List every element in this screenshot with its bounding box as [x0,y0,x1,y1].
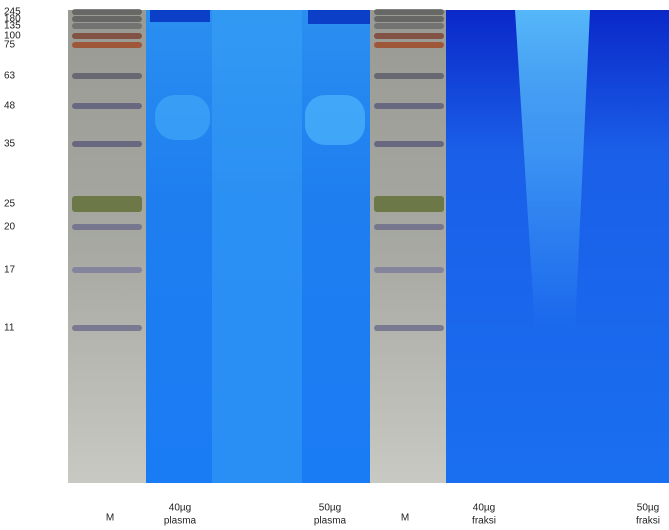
marker-band [72,325,142,331]
lane-label: M [106,513,114,524]
well-band [308,10,370,24]
marker-band [374,42,444,48]
marker-label: 20 [4,222,16,233]
marker-band [72,23,142,29]
marker-band [72,33,142,39]
marker-band [374,33,444,39]
lane-gap [212,10,302,483]
marker-label: 245 [4,7,21,18]
marker-label: 180 [4,14,21,25]
marker-lane [68,10,146,483]
lane-label: M [401,513,409,524]
smear [305,95,365,145]
marker-band [72,103,142,109]
marker-label: 35 [4,139,16,150]
marker-band [374,141,444,147]
marker-bands [72,9,444,331]
marker-label: 63 [4,71,16,82]
marker-label: 25 [4,199,16,210]
marker-band [72,267,142,273]
marker-lane [370,10,446,483]
marker-label: 100 [4,31,21,42]
marker-band [72,16,142,22]
marker-band [374,267,444,273]
marker-label: 135 [4,21,21,32]
marker-band [72,42,142,48]
lane-label: 40µg [473,503,495,514]
marker-band [374,23,444,29]
marker-band [374,325,444,331]
marker-band [374,224,444,230]
marker-band [374,196,444,212]
marker-band [72,73,142,79]
lane-label: fraksi [636,516,660,527]
marker-band [374,103,444,109]
marker-band [72,224,142,230]
marker-band [374,16,444,22]
smear [515,10,590,330]
marker-band [72,9,142,15]
marker-label: 17 [4,265,16,276]
marker-band [72,196,142,212]
sample-lanes [146,10,370,483]
marker-label: 11 [4,323,15,334]
marker-band [374,73,444,79]
smear [155,95,210,140]
lane-label: 40µg [169,503,191,514]
well-band [150,10,210,22]
lane-label: 50µg [637,503,659,514]
lane-label: 50µg [319,503,341,514]
lane-label: fraksi [472,516,496,527]
marker-band [374,9,444,15]
marker-label: 48 [4,101,16,112]
lane-label: plasma [164,516,197,527]
marker-label: 75 [4,40,16,51]
lane-label: plasma [314,516,347,527]
gel [68,10,669,483]
marker-band [72,141,142,147]
